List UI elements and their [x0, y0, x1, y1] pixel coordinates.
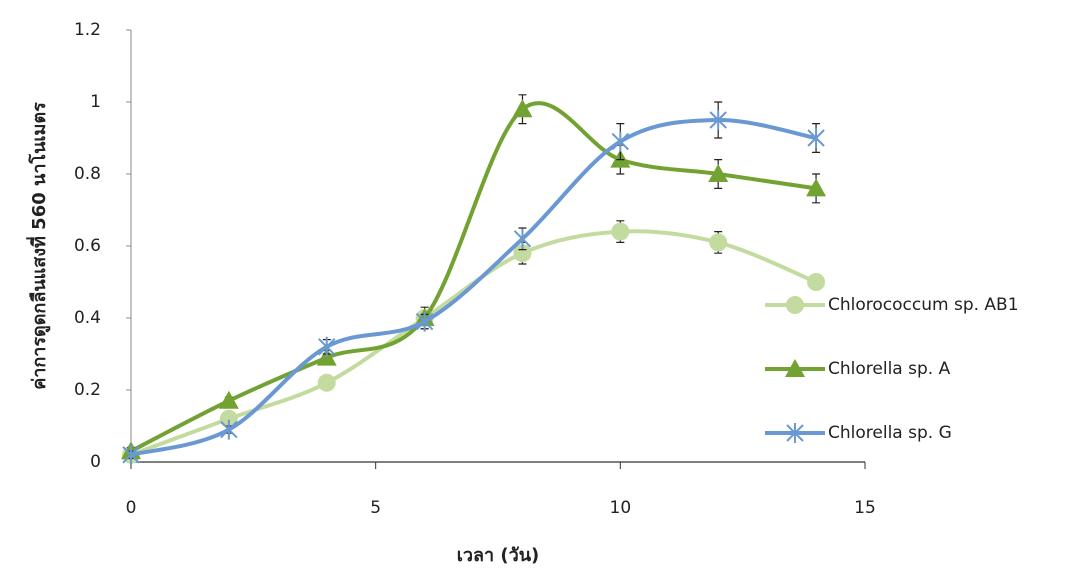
data-point	[219, 391, 239, 409]
y-tick-label: 1	[90, 92, 101, 112]
data-point	[319, 337, 335, 357]
x-tick-label: 5	[370, 498, 381, 518]
y-tick-label: 0.8	[74, 164, 101, 184]
data-point	[709, 233, 727, 251]
data-point	[512, 99, 532, 117]
y-tick-label: 1.2	[74, 20, 101, 40]
y-axis-title: ค่าการดูดกลืนแสงที่ 560 นาโนเมตร	[26, 102, 51, 390]
y-tick-label: 0.4	[74, 308, 101, 328]
x-axis-title: เวลา (วัน)	[457, 545, 540, 566]
data-point	[807, 273, 825, 291]
legend-label: Chlorococcum sp. AB1	[828, 295, 1019, 315]
chart: เวลา (วัน) ค่าการดูดกลืนแสงที่ 560 นาโนเ…	[0, 0, 1080, 573]
legend-marker	[786, 296, 804, 314]
series-line	[131, 103, 816, 451]
data-point	[611, 223, 629, 241]
x-tick-label: 0	[126, 498, 137, 518]
data-point	[318, 374, 336, 392]
legend-label: Chlorella sp. G	[828, 423, 952, 443]
data-point	[221, 420, 237, 440]
x-tick-label: 15	[854, 498, 876, 518]
y-tick-label: 0.2	[74, 380, 101, 400]
x-tick-label: 10	[610, 498, 632, 518]
data-point	[612, 132, 628, 152]
data-point	[514, 229, 530, 249]
y-tick-label: 0	[90, 452, 101, 472]
y-tick-label: 0.6	[74, 236, 101, 256]
legend-label: Chlorella sp. A	[828, 359, 951, 379]
